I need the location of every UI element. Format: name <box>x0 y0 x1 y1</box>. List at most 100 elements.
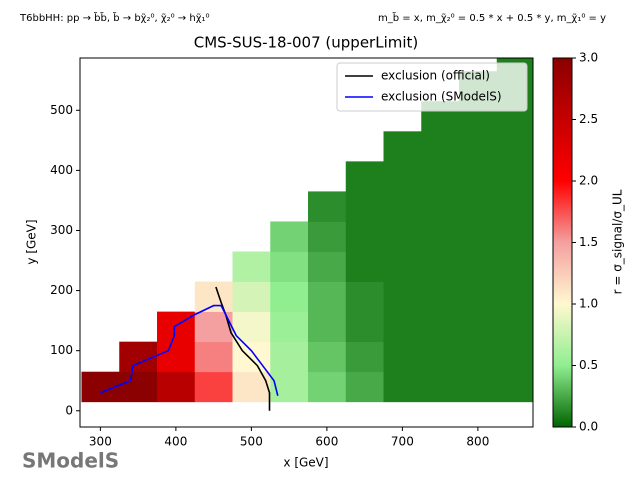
heatmap-cell <box>421 371 460 403</box>
heatmap-cell <box>459 131 498 162</box>
exclusion-line <box>100 304 279 396</box>
x-axis-label: x [GeV] <box>283 456 328 470</box>
y-tick-label: 400 <box>50 163 73 177</box>
heatmap-cell <box>308 341 347 373</box>
heatmap-cell <box>459 191 498 222</box>
heatmap-cell <box>421 131 460 162</box>
heatmap-cell <box>383 341 422 373</box>
heatmap-cell <box>421 341 460 373</box>
x-tick-label: 800 <box>466 435 489 449</box>
heatmap-cell <box>232 371 271 403</box>
heatmap-cell <box>459 371 498 403</box>
heatmap-cell <box>345 371 384 403</box>
heatmap-cell <box>270 251 309 282</box>
heatmap-cell <box>459 251 498 282</box>
heatmap-cell <box>383 281 422 313</box>
heatmap-cell <box>232 281 271 313</box>
heatmap-cell <box>421 161 460 192</box>
heatmap-cell <box>194 281 233 313</box>
heatmap-cell <box>496 221 533 252</box>
y-tick-label: 100 <box>50 343 73 357</box>
heatmap <box>81 58 533 403</box>
heatmap-cell <box>496 371 533 403</box>
heatmap-cell <box>383 221 422 252</box>
exclusion-line <box>215 286 271 411</box>
heatmap-cell <box>308 251 347 282</box>
heatmap-cell <box>345 281 384 313</box>
heatmap-cell <box>496 281 533 313</box>
heatmap-cell <box>345 191 384 222</box>
colorbar-tick-label: 1.5 <box>579 235 598 249</box>
subtitle-left: T6bbHH: pp → b̃b̃, b̃ → bχ̃₂⁰, χ̃₂⁰ → hχ… <box>19 11 209 24</box>
heatmap-cell <box>421 191 460 222</box>
legend-label: exclusion (official) <box>381 69 490 83</box>
colorbar-tick-label: 1.0 <box>579 297 598 311</box>
heatmap-cell <box>119 341 158 373</box>
heatmap-cell <box>345 251 384 282</box>
heatmap-cell <box>496 311 533 343</box>
heatmap-cell <box>270 221 309 252</box>
heatmap-cell <box>232 251 271 282</box>
x-tick-label: 300 <box>89 435 112 449</box>
colorbar-tick-label: 0.5 <box>579 358 598 372</box>
heatmap-cell <box>496 161 533 192</box>
heatmap-cell <box>157 341 196 373</box>
legend-box <box>336 62 528 112</box>
x-tick-label: 400 <box>164 435 187 449</box>
heatmap-cell <box>270 341 309 373</box>
colorbar <box>552 57 573 428</box>
heatmap-cell <box>345 311 384 343</box>
heatmap-cell <box>119 371 158 403</box>
colorbar-tick-label: 0.0 <box>579 420 598 434</box>
heatmap-cell <box>308 221 347 252</box>
heatmap-cell <box>421 281 460 313</box>
heatmap-cell <box>308 191 347 222</box>
heatmap-cell <box>383 191 422 222</box>
colorbar-label: r = σ_signal/σ_UL <box>611 189 625 294</box>
heatmap-cell <box>496 191 533 222</box>
heatmap-cell <box>459 221 498 252</box>
heatmap-cell <box>157 371 196 403</box>
heatmap-cell <box>270 281 309 313</box>
heatmap-cell <box>421 221 460 252</box>
plot-frame <box>79 57 534 428</box>
subtitle-right: m_b̃ = x, m_χ̃₂⁰ = 0.5 * x + 0.5 * y, m_… <box>378 11 606 24</box>
x-tick-label: 700 <box>391 435 414 449</box>
heatmap-cell <box>459 161 498 192</box>
heatmap-cell <box>421 251 460 282</box>
heatmap-cell <box>270 371 309 403</box>
heatmap-cell <box>157 311 196 343</box>
heatmap-cell <box>383 251 422 282</box>
x-tick-label: 600 <box>315 435 338 449</box>
heatmap-cell <box>383 161 422 192</box>
heatmap-cell <box>383 311 422 343</box>
heatmap-cell <box>383 131 422 162</box>
heatmap-cell <box>270 311 309 343</box>
heatmap-cell <box>194 341 233 373</box>
y-axis-label: y [GeV] <box>25 219 39 264</box>
y-tick-label: 0 <box>65 403 73 417</box>
heatmap-cell <box>232 311 271 343</box>
colorbar-tick-label: 3.0 <box>579 51 598 65</box>
heatmap-cell <box>496 341 533 373</box>
y-tick-label: 300 <box>50 223 73 237</box>
heatmap-cell <box>194 371 233 403</box>
heatmap-cell <box>459 281 498 313</box>
y-tick-label: 200 <box>50 283 73 297</box>
heatmap-cell <box>496 251 533 282</box>
heatmap-cell <box>496 131 533 162</box>
heatmap-cell <box>308 281 347 313</box>
chart-title: CMS-SUS-18-007 (upperLimit) <box>194 34 419 52</box>
heatmap-cell <box>421 311 460 343</box>
legend-label: exclusion (SModelS) <box>381 90 502 104</box>
logo: SModelS <box>22 449 119 473</box>
heatmap-cell <box>459 341 498 373</box>
lines <box>100 286 279 411</box>
heatmap-cell <box>345 221 384 252</box>
heatmap-cell <box>345 161 384 192</box>
heatmap-cell <box>345 341 384 373</box>
x-tick-label: 500 <box>240 435 263 449</box>
heatmap-cell <box>383 371 422 403</box>
y-tick-label: 500 <box>50 103 73 117</box>
